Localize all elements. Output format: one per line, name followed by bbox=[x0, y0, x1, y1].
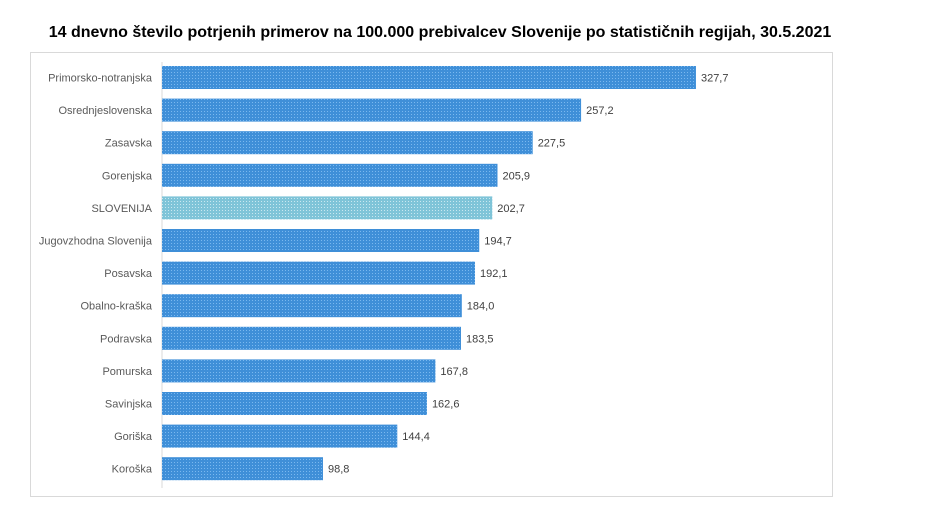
bar-12 bbox=[162, 457, 323, 481]
bar-1 bbox=[162, 98, 582, 122]
value-label: 205,9 bbox=[502, 170, 530, 182]
bar-5 bbox=[162, 229, 480, 252]
category-label: Gorenjska bbox=[102, 170, 153, 182]
category-label: Koroška bbox=[112, 464, 153, 476]
category-label: Podravska bbox=[100, 333, 153, 345]
value-label: 162,6 bbox=[432, 399, 460, 411]
bar-8 bbox=[162, 326, 461, 350]
value-label: 202,7 bbox=[497, 203, 525, 215]
plot-area-frame bbox=[30, 52, 833, 497]
category-label: Zasavska bbox=[105, 138, 153, 150]
category-label: Posavska bbox=[104, 268, 153, 280]
value-label: 98,8 bbox=[328, 464, 349, 476]
category-label: Osrednjeslovenska bbox=[58, 105, 152, 117]
bar-6 bbox=[162, 261, 476, 285]
category-label: Primorsko-notranjska bbox=[48, 73, 153, 85]
category-label: Savinjska bbox=[105, 399, 153, 411]
value-label: 327,7 bbox=[701, 73, 729, 85]
value-label: 183,5 bbox=[466, 333, 494, 345]
bar-9 bbox=[162, 359, 436, 383]
value-label: 192,1 bbox=[480, 268, 508, 280]
bar-11 bbox=[162, 424, 398, 448]
value-label: 167,8 bbox=[440, 366, 468, 378]
category-label: SLOVENIJA bbox=[91, 203, 152, 215]
bar-2 bbox=[162, 131, 533, 155]
bar-0 bbox=[162, 66, 696, 89]
value-label: 194,7 bbox=[484, 236, 512, 248]
category-label: Obalno-kraška bbox=[80, 301, 152, 313]
bar-3 bbox=[162, 163, 498, 187]
chart-title: 14 dnevno število potrjenih primerov na … bbox=[48, 24, 832, 41]
bar-4 bbox=[162, 196, 493, 220]
value-label: 184,0 bbox=[467, 301, 495, 313]
value-label: 257,2 bbox=[586, 105, 614, 117]
value-label: 227,5 bbox=[538, 138, 566, 150]
bar-10 bbox=[162, 392, 427, 415]
category-label: Goriška bbox=[114, 431, 153, 443]
category-label: Jugovzhodna Slovenija bbox=[39, 236, 153, 248]
value-label: 144,4 bbox=[402, 431, 430, 443]
bar-7 bbox=[162, 294, 462, 318]
category-label: Pomurska bbox=[102, 366, 152, 378]
